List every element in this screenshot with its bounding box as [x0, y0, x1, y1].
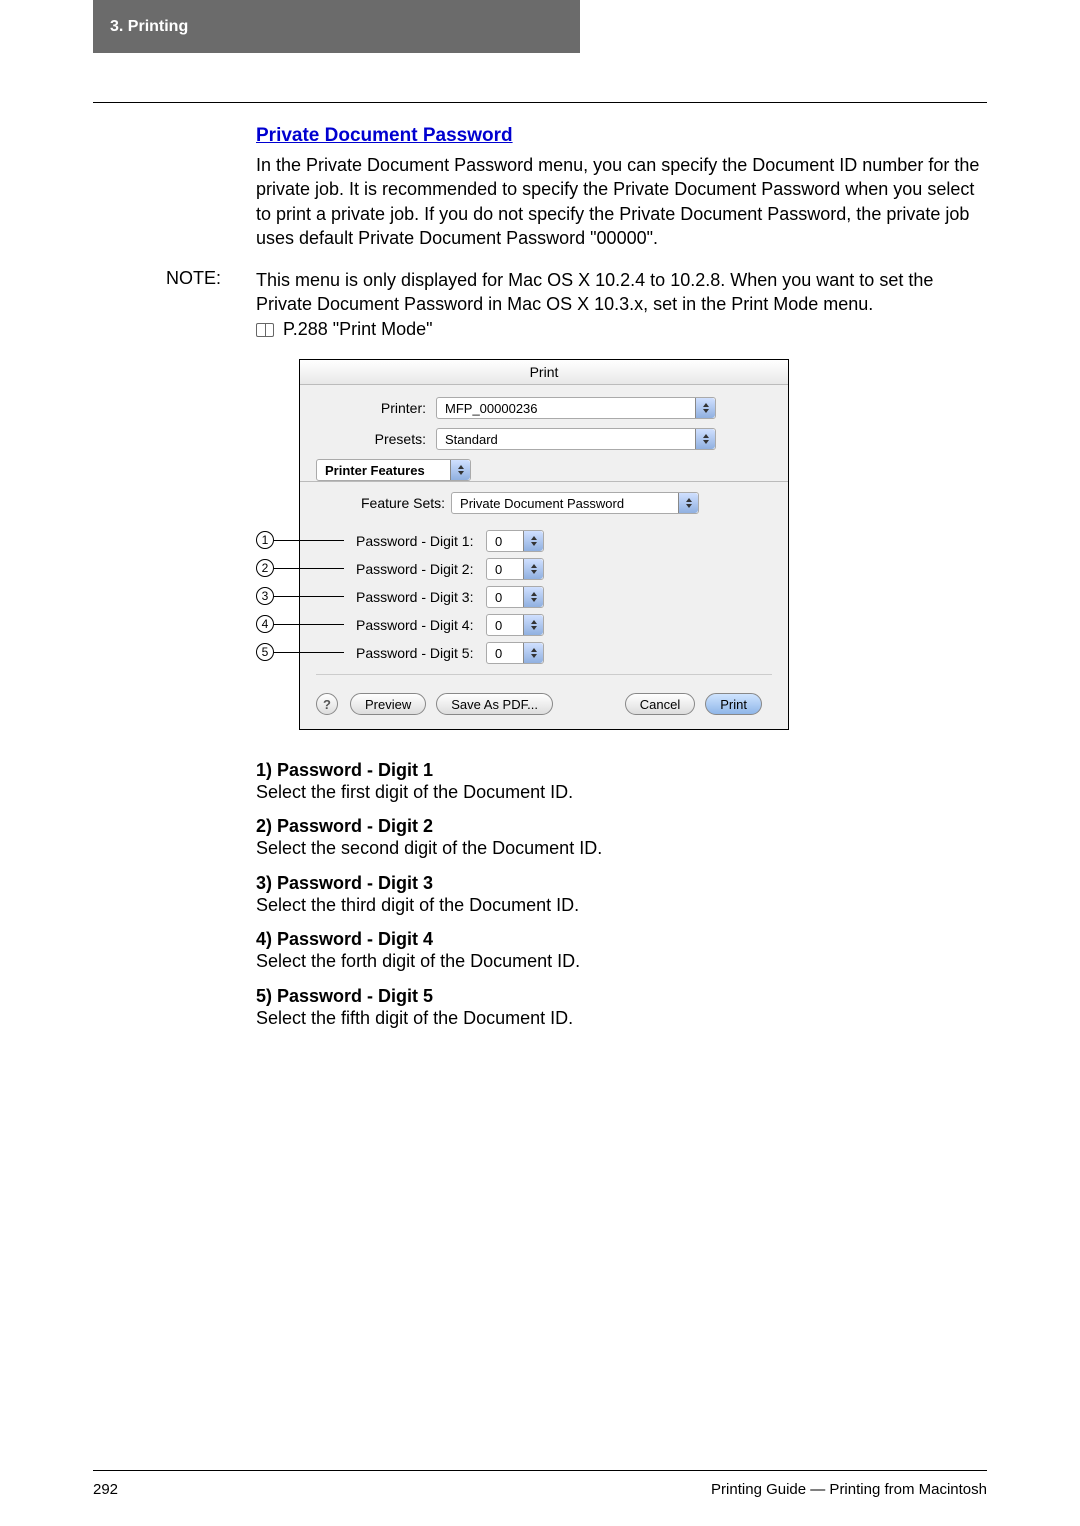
save-as-pdf-button[interactable]: Save As PDF... — [436, 693, 553, 715]
footer-text: Printing Guide — Printing from Macintosh — [711, 1481, 987, 1498]
top-rule — [93, 102, 987, 103]
printer-value: MFP_00000236 — [445, 401, 538, 416]
callout-line-3 — [274, 596, 344, 597]
description-list: 1) Password - Digit 1Select the first di… — [256, 760, 987, 1030]
callout-2: 2 — [256, 559, 274, 577]
callout-line-4 — [274, 624, 344, 625]
password-digit-row: Password - Digit 3: 0 — [316, 586, 772, 608]
password-digit-value: 0 — [495, 618, 502, 633]
chevron-updown-icon — [678, 493, 698, 513]
print-dialog: Print Printer: MFP_00000236 Presets: Sta… — [299, 359, 789, 730]
list-item-body: Select the first digit of the Document I… — [256, 781, 987, 804]
pane-value: Printer Features — [325, 463, 425, 478]
password-digit-select[interactable]: 0 — [486, 586, 544, 608]
callout-line-5 — [274, 652, 344, 653]
chapter-header: 3. Printing — [93, 0, 580, 53]
callout-5: 5 — [256, 643, 274, 661]
presets-value: Standard — [445, 432, 498, 447]
chevron-updown-icon — [523, 531, 543, 551]
print-button[interactable]: Print — [705, 693, 762, 715]
password-digit-value: 0 — [495, 534, 502, 549]
password-digit-row: Password - Digit 5: 0 — [316, 642, 772, 664]
list-item: 4) Password - Digit 4Select the forth di… — [256, 929, 987, 973]
page-content: Private Document Password In the Private… — [93, 125, 987, 1042]
list-item: 1) Password - Digit 1Select the first di… — [256, 760, 987, 804]
password-digit-row: Password - Digit 2: 0 — [316, 558, 772, 580]
list-item-title: 1) Password - Digit 1 — [256, 760, 987, 781]
printer-label: Printer: — [316, 400, 436, 416]
note-block: NOTE: This menu is only displayed for Ma… — [93, 268, 987, 341]
presets-label: Presets: — [316, 431, 436, 447]
callout-1: 1 — [256, 531, 274, 549]
list-item-title: 4) Password - Digit 4 — [256, 929, 987, 950]
bottom-rule — [93, 1470, 987, 1471]
password-digit-select[interactable]: 0 — [486, 530, 544, 552]
list-item-body: Select the third digit of the Document I… — [256, 894, 987, 917]
chapter-title: 3. Printing — [110, 18, 188, 36]
password-digit-row: Password - Digit 1: 0 — [316, 530, 772, 552]
chevron-updown-icon — [695, 398, 715, 418]
chevron-updown-icon — [523, 559, 543, 579]
printer-row: Printer: MFP_00000236 — [316, 397, 772, 419]
list-item-title: 2) Password - Digit 2 — [256, 816, 987, 837]
dialog-body: Printer: MFP_00000236 Presets: Standard … — [300, 385, 788, 729]
intro-paragraph: In the Private Document Password menu, y… — [256, 153, 987, 250]
password-digit-value: 0 — [495, 646, 502, 661]
chevron-updown-icon — [523, 615, 543, 635]
dialog-title: Print — [300, 360, 788, 385]
chevron-updown-icon — [523, 643, 543, 663]
callout-3: 3 — [256, 587, 274, 605]
list-item: 3) Password - Digit 3Select the third di… — [256, 873, 987, 917]
callout-line-1 — [274, 540, 344, 541]
password-digit-select[interactable]: 0 — [486, 642, 544, 664]
password-digit-label: Password - Digit 5: — [356, 645, 486, 661]
list-item-body: Select the second digit of the Document … — [256, 837, 987, 860]
password-digit-label: Password - Digit 3: — [356, 589, 486, 605]
password-digit-label: Password - Digit 1: — [356, 533, 486, 549]
password-digit-row: Password - Digit 4: 0 — [316, 614, 772, 636]
page-number: 292 — [93, 1481, 118, 1498]
password-digit-value: 0 — [495, 590, 502, 605]
list-item-title: 5) Password - Digit 5 — [256, 986, 987, 1007]
book-icon — [256, 323, 274, 337]
list-item-title: 3) Password - Digit 3 — [256, 873, 987, 894]
help-button[interactable]: ? — [316, 693, 338, 715]
list-item-body: Select the fifth digit of the Document I… — [256, 1007, 987, 1030]
feature-sets-row: Feature Sets: Private Document Password — [316, 492, 772, 514]
section-title: Private Document Password — [256, 125, 987, 147]
list-item-body: Select the forth digit of the Document I… — [256, 950, 987, 973]
chevron-updown-icon — [450, 460, 470, 480]
password-digit-label: Password - Digit 2: — [356, 561, 486, 577]
feature-sets-select[interactable]: Private Document Password — [451, 492, 699, 514]
feature-sets-value: Private Document Password — [460, 496, 624, 511]
chevron-updown-icon — [695, 429, 715, 449]
callout-line-2 — [274, 568, 344, 569]
password-digit-label: Password - Digit 4: — [356, 617, 486, 633]
pane-selector-row: Printer Features — [300, 459, 788, 482]
pane-select[interactable]: Printer Features — [316, 459, 471, 481]
callout-4: 4 — [256, 615, 274, 633]
preview-button[interactable]: Preview — [350, 693, 426, 715]
dialog-buttons: ? Preview Save As PDF... Cancel Print — [316, 674, 772, 715]
list-item: 5) Password - Digit 5Select the fifth di… — [256, 986, 987, 1030]
note-ref: P.288 "Print Mode" — [283, 319, 433, 339]
presets-select[interactable]: Standard — [436, 428, 716, 450]
note-label: NOTE: — [93, 268, 256, 341]
printer-select[interactable]: MFP_00000236 — [436, 397, 716, 419]
note-body: This menu is only displayed for Mac OS X… — [256, 268, 987, 341]
chevron-updown-icon — [523, 587, 543, 607]
password-digit-value: 0 — [495, 562, 502, 577]
password-digit-select[interactable]: 0 — [486, 558, 544, 580]
feature-sets-label: Feature Sets: — [361, 495, 445, 511]
presets-row: Presets: Standard — [316, 428, 772, 450]
note-text: This menu is only displayed for Mac OS X… — [256, 270, 933, 314]
list-item: 2) Password - Digit 2Select the second d… — [256, 816, 987, 860]
cancel-button[interactable]: Cancel — [625, 693, 695, 715]
password-digit-select[interactable]: 0 — [486, 614, 544, 636]
dialog-figure: 1 2 3 4 5 Print Printer: MFP_00000236 Pr… — [256, 359, 789, 730]
password-digit-list: Password - Digit 1: 0 Password - Digit 2: 0… — [316, 530, 772, 664]
